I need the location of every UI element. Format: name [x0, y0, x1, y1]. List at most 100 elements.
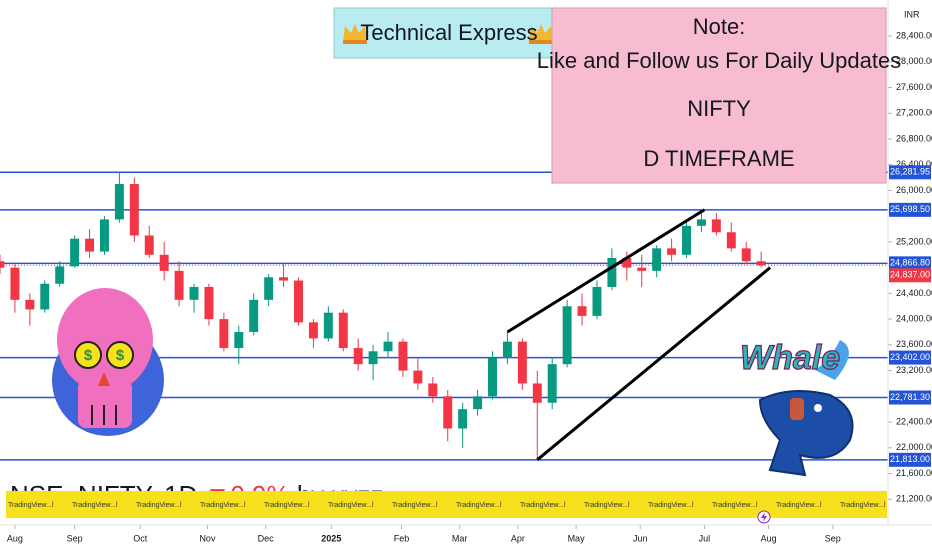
level-label: 23,402.00	[890, 352, 930, 362]
note-line: Like and Follow us For Daily Updates	[537, 48, 901, 73]
y-tick-label: 27,600.00	[896, 82, 932, 92]
x-tick-label: Nov	[199, 533, 216, 543]
x-tick-label: Dec	[258, 533, 275, 543]
x-tick-label: Jul	[699, 533, 711, 543]
candle-body	[577, 306, 587, 316]
watermark-strip-text: TradingView...l	[200, 502, 246, 509]
candle-body	[204, 286, 214, 320]
watermark-strip-text: TradingView...l	[264, 502, 310, 509]
level-label: 24,866.80	[890, 258, 930, 268]
note-line: NIFTY	[687, 96, 751, 121]
skull-illustration: $ $	[52, 288, 164, 436]
watermark-strip-text: TradingView...l	[328, 502, 374, 509]
overlays: $ $ Whale Technical Express Note: Like an…	[52, 7, 901, 477]
candle-body	[368, 351, 378, 365]
candle-body	[637, 267, 647, 271]
x-tick-label: Mar	[452, 533, 468, 543]
x-tick-label: Oct	[133, 533, 148, 543]
level-label-box	[889, 390, 931, 405]
candle-body	[547, 364, 557, 403]
watermark-strip-text: TradingView...l	[584, 502, 630, 509]
candle-body	[413, 370, 423, 384]
candle-body	[488, 357, 497, 397]
y-tick-label: 28,000.00	[896, 56, 932, 66]
y-tick-label: 28,400.00	[896, 30, 932, 40]
candle-body	[264, 277, 274, 300]
candle-body	[144, 235, 154, 255]
candle-body	[443, 396, 453, 429]
svg-text:$: $	[84, 347, 93, 364]
note-line: Note:	[693, 14, 746, 39]
candle-body	[458, 409, 468, 429]
title-box	[333, 7, 553, 59]
y-tick-label: 26,400.00	[896, 159, 932, 169]
watermark-strip-text: TradingView...l	[648, 502, 694, 509]
y-tick-label: 24,000.00	[896, 313, 932, 323]
watermark: NSE_NIFTY, 1D ▼0.9% by xyzzTradingView..…	[6, 480, 887, 518]
x-tick-label: Sep	[825, 533, 841, 543]
crown-icon	[343, 24, 367, 44]
candle-body	[219, 319, 229, 349]
currency-label: INR	[904, 9, 920, 19]
level-label-box	[889, 202, 931, 217]
candle-body	[249, 299, 259, 332]
candle-body	[323, 312, 333, 339]
candle-body	[622, 257, 632, 268]
candle-body	[114, 184, 124, 220]
candle-body	[652, 248, 662, 271]
candle-body	[756, 261, 766, 266]
candle-body	[189, 286, 199, 300]
y-tick-label: 26,800.00	[896, 133, 932, 143]
last-price-label: 24,837.00	[890, 270, 930, 280]
candle-body	[234, 331, 244, 349]
candle-body	[99, 219, 109, 252]
y-tick-label: 26,000.00	[896, 185, 932, 195]
candle-body	[726, 232, 736, 249]
candle-body	[607, 257, 617, 287]
candle-body	[70, 238, 80, 267]
svg-text:$: $	[116, 347, 125, 364]
note-box	[551, 7, 887, 184]
watermark-strip-text: TradingView...l	[456, 502, 502, 509]
candle-body	[0, 261, 5, 268]
y-tick-label: 22,400.00	[896, 416, 932, 426]
x-tick-label: 2025	[321, 533, 341, 543]
watermark-strip-text: TradingView...l	[840, 502, 886, 509]
candle-body	[159, 254, 169, 271]
candle-body	[696, 219, 706, 226]
last-price-box	[889, 268, 931, 283]
candle-body	[741, 248, 751, 262]
y-tick-label: 24,400.00	[896, 288, 932, 298]
watermark-strip-text: TradingView...l	[8, 502, 54, 509]
watermark-strip-text: TradingView...l	[776, 502, 822, 509]
y-tick-label: 27,200.00	[896, 108, 932, 118]
candle-body	[10, 267, 20, 300]
y-tick-label: 25,200.00	[896, 236, 932, 246]
watermark-strip-text: TradingView...l	[520, 502, 566, 509]
candle-body	[383, 341, 393, 352]
lightning-icon	[757, 510, 771, 524]
candle-body	[428, 383, 438, 397]
candle-body	[711, 219, 721, 233]
candle-body	[532, 383, 542, 403]
whale-illustration	[758, 340, 854, 477]
candle-body	[85, 238, 95, 252]
candle-body	[338, 312, 348, 349]
candle-body	[473, 396, 483, 410]
chart-title: Technical Express	[360, 20, 537, 45]
level-label-box	[889, 350, 931, 365]
watermark-strip-text: TradingView...l	[392, 502, 438, 509]
y-tick-label: 21,600.00	[896, 468, 932, 478]
level-label-box	[889, 452, 931, 467]
trendline	[506, 208, 706, 334]
candle-body	[353, 348, 363, 365]
x-tick-label: May	[568, 533, 586, 543]
note-line: D TIMEFRAME	[643, 146, 794, 171]
candle-body	[682, 225, 691, 255]
candle-body	[40, 283, 50, 310]
y-tick-label: 23,200.00	[896, 365, 932, 375]
y-tick-label: 22,000.00	[896, 442, 932, 452]
candle-body	[592, 286, 602, 316]
candle-body	[517, 341, 527, 384]
